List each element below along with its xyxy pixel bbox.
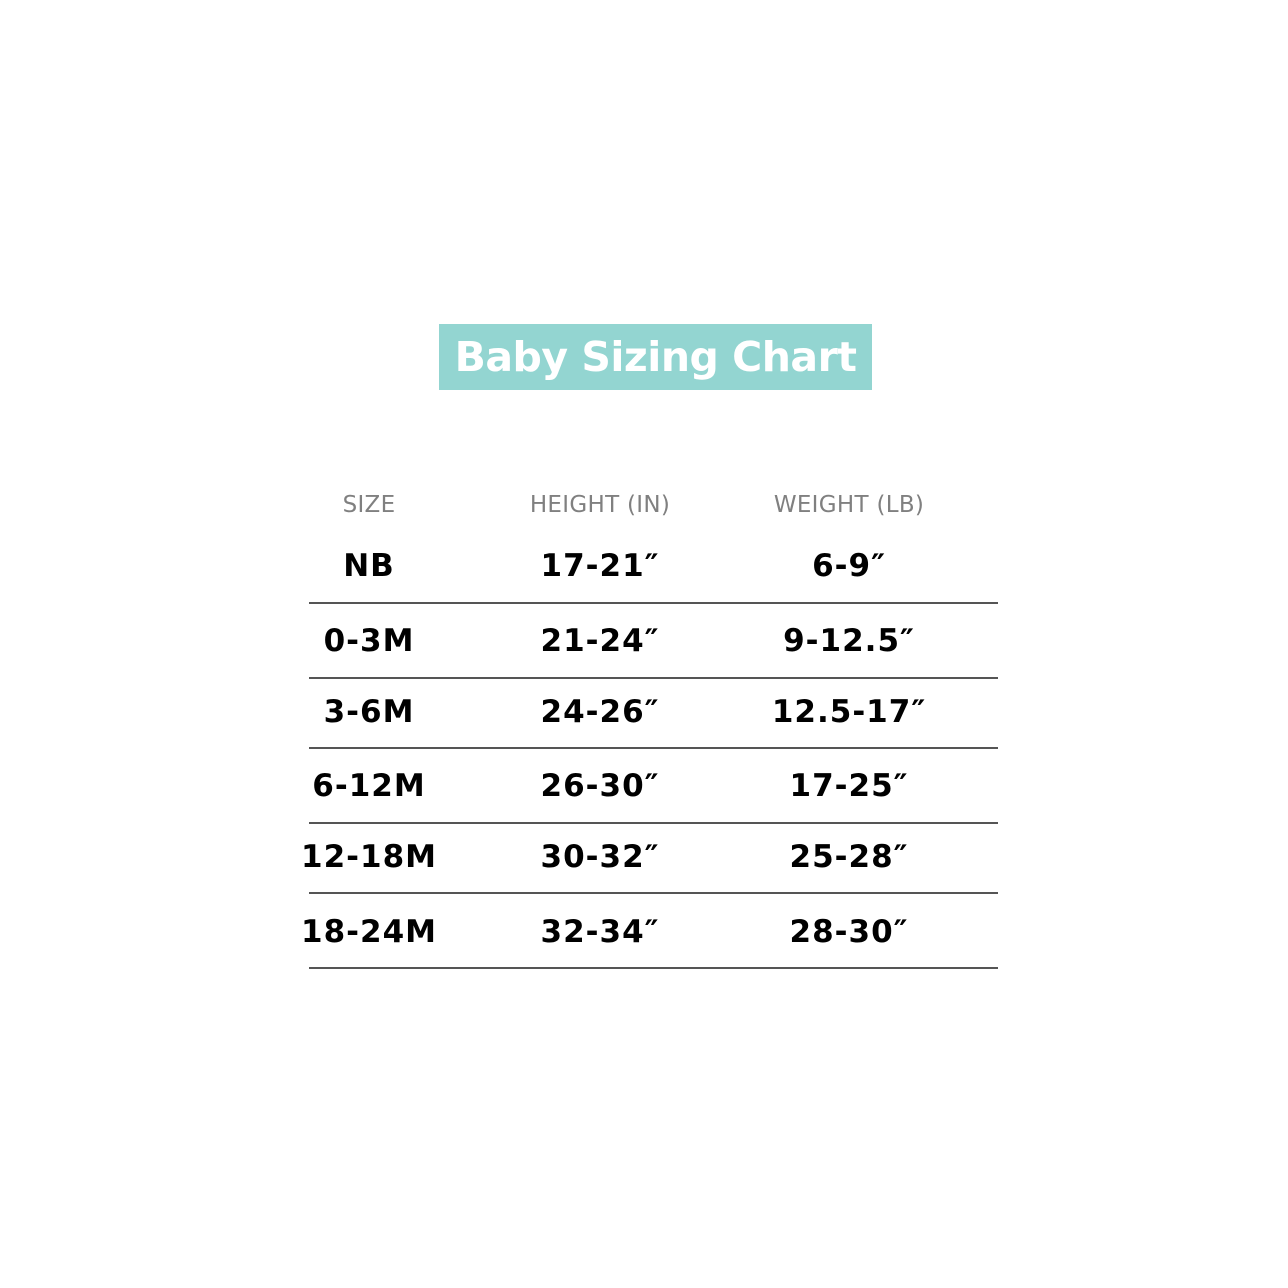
column-header-weight: WEIGHT (LB): [773, 492, 925, 518]
cell-size: 3-6M: [323, 694, 415, 730]
cell-height: 21-24″: [540, 623, 660, 659]
cell-height: 32-34″: [540, 914, 660, 950]
title-banner: Baby Sizing Chart: [439, 324, 872, 390]
cell-weight: 12.5-17″: [771, 694, 927, 730]
row-divider: [309, 892, 998, 894]
cell-height: 30-32″: [540, 839, 660, 875]
column-header-height: HEIGHT (IN): [529, 492, 671, 518]
page-title: Baby Sizing Chart: [454, 333, 857, 381]
cell-height: 17-21″: [540, 548, 660, 584]
cell-size: 12-18M: [301, 839, 437, 875]
cell-weight: 6-9″: [812, 548, 886, 584]
row-divider: [309, 822, 998, 824]
cell-weight: 17-25″: [789, 768, 909, 804]
row-divider: [309, 677, 998, 679]
cell-height: 26-30″: [540, 768, 660, 804]
cell-weight: 25-28″: [789, 839, 909, 875]
row-divider: [309, 967, 998, 969]
row-divider: [309, 602, 998, 604]
column-header-size: SIZE: [342, 492, 396, 518]
cell-size: NB: [343, 548, 395, 584]
cell-size: 6-12M: [312, 768, 426, 804]
cell-size: 0-3M: [323, 623, 415, 659]
cell-size: 18-24M: [301, 914, 437, 950]
cell-weight: 9-12.5″: [783, 623, 915, 659]
row-divider: [309, 747, 998, 749]
cell-weight: 28-30″: [789, 914, 909, 950]
cell-height: 24-26″: [540, 694, 660, 730]
